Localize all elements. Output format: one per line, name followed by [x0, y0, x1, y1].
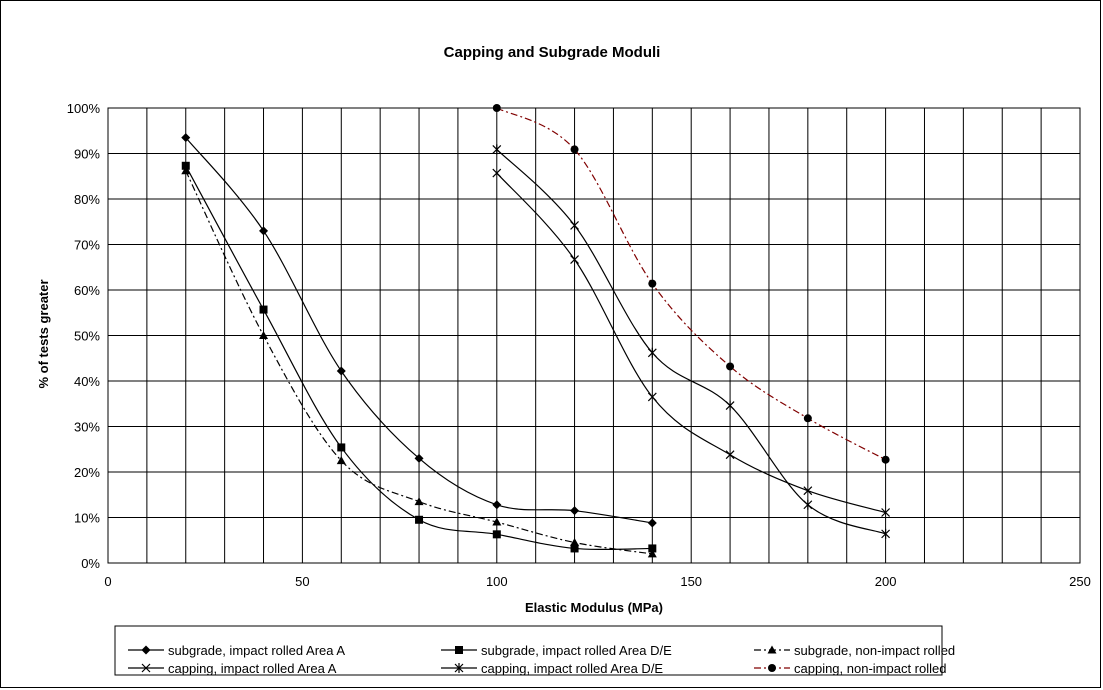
legend-box	[114, 625, 943, 676]
data-point	[414, 497, 424, 506]
x-tick-label: 50	[295, 574, 309, 589]
data-point	[181, 133, 191, 143]
series-line	[185, 170, 653, 555]
legend-item: capping, impact rolled Area D/E	[441, 661, 663, 676]
plot-area	[107, 107, 1081, 564]
series-line	[185, 165, 653, 551]
series-3	[181, 166, 657, 558]
data-point	[803, 499, 813, 510]
data-point	[647, 392, 657, 402]
legend-marker	[768, 664, 776, 672]
legend: subgrade, impact rolled Area A subgrade, …	[114, 625, 955, 676]
y-tick-label: 10%	[74, 511, 100, 526]
series-1	[181, 133, 657, 528]
tick-labels: 0 50 100 150 200 250 0% 10% 20% 30% 40% 50% 60% 70% 80…	[67, 101, 1091, 589]
legend-item: subgrade, non-impact rolled	[754, 643, 955, 658]
data-point	[725, 450, 735, 460]
data-point	[492, 104, 501, 112]
y-tick-label: 30%	[74, 420, 100, 435]
legend-label: capping, impact rolled Area A	[168, 661, 337, 676]
chart-title: Capping and Subgrade Moduli	[444, 44, 661, 61]
data-point	[414, 453, 424, 463]
y-tick-label: 80%	[74, 192, 100, 207]
data-point	[881, 508, 891, 517]
legend-marker	[767, 645, 777, 654]
data-point	[881, 528, 891, 539]
legend-marker	[455, 646, 463, 654]
data-point	[803, 414, 812, 423]
data-point	[648, 544, 657, 553]
data-point	[647, 549, 657, 558]
y-tick-label: 20%	[74, 465, 100, 480]
data-point	[492, 530, 501, 539]
series-5	[492, 144, 891, 539]
series-4	[492, 168, 891, 517]
data-point	[259, 331, 269, 339]
series-2	[181, 161, 657, 553]
data-point	[570, 255, 579, 264]
legend-item: capping, non-impact rolled	[754, 661, 946, 676]
legend-label: capping, impact rolled Area D/E	[481, 661, 663, 676]
data-point	[570, 145, 579, 154]
data-point	[259, 226, 269, 236]
data-point	[492, 517, 502, 526]
data-point	[570, 544, 579, 553]
legend-item: subgrade, impact rolled Area D/E	[441, 643, 672, 658]
legend-marker	[141, 663, 151, 673]
data-point	[647, 518, 657, 528]
data-point	[336, 366, 346, 376]
y-tick-label: 100%	[67, 101, 101, 116]
legend-marker	[454, 663, 464, 673]
data-point	[492, 144, 502, 155]
data-point	[803, 486, 813, 496]
legend-label: subgrade, impact rolled Area D/E	[481, 643, 672, 658]
grid	[108, 108, 1080, 563]
legend-item: subgrade, impact rolled Area A	[128, 643, 345, 658]
x-axis-title: Elastic Modulus (MPa)	[525, 600, 663, 615]
x-tick-label: 100	[486, 574, 508, 589]
series-line	[185, 137, 653, 524]
legend-label: capping, non-impact rolled	[794, 661, 946, 676]
data-point	[415, 515, 424, 524]
data-point	[336, 456, 346, 465]
data-point	[570, 220, 579, 231]
data-point	[337, 443, 346, 452]
data-point	[726, 362, 735, 371]
y-tick-label: 90%	[74, 147, 100, 162]
data-point	[181, 166, 191, 175]
x-tick-label: 200	[875, 574, 897, 589]
x-tick-label: 0	[104, 574, 111, 589]
data-point	[725, 400, 735, 411]
data-point	[259, 305, 268, 314]
data-point	[492, 500, 502, 510]
legend-label: subgrade, non-impact rolled	[794, 643, 955, 658]
data-point	[492, 168, 502, 178]
x-tick-label: 150	[680, 574, 702, 589]
y-tick-label: 70%	[74, 238, 100, 253]
data-point	[881, 455, 890, 464]
y-tick-label: 50%	[74, 329, 100, 344]
data-point	[570, 506, 580, 516]
y-tick-label: 0%	[81, 556, 100, 571]
data-point	[181, 161, 190, 170]
y-tick-label: 40%	[74, 374, 100, 389]
legend-item: capping, impact rolled Area A	[128, 661, 337, 676]
data-point	[647, 347, 657, 358]
legend-label: subgrade, impact rolled Area A	[168, 643, 345, 658]
y-axis-title: % of tests greater	[36, 279, 51, 388]
legend-marker	[141, 645, 151, 655]
y-tick-label: 60%	[74, 283, 100, 298]
data-point	[570, 538, 580, 547]
x-tick-label: 250	[1069, 574, 1091, 589]
series-layer	[181, 104, 891, 558]
series-6	[492, 104, 890, 464]
data-point	[648, 279, 657, 288]
